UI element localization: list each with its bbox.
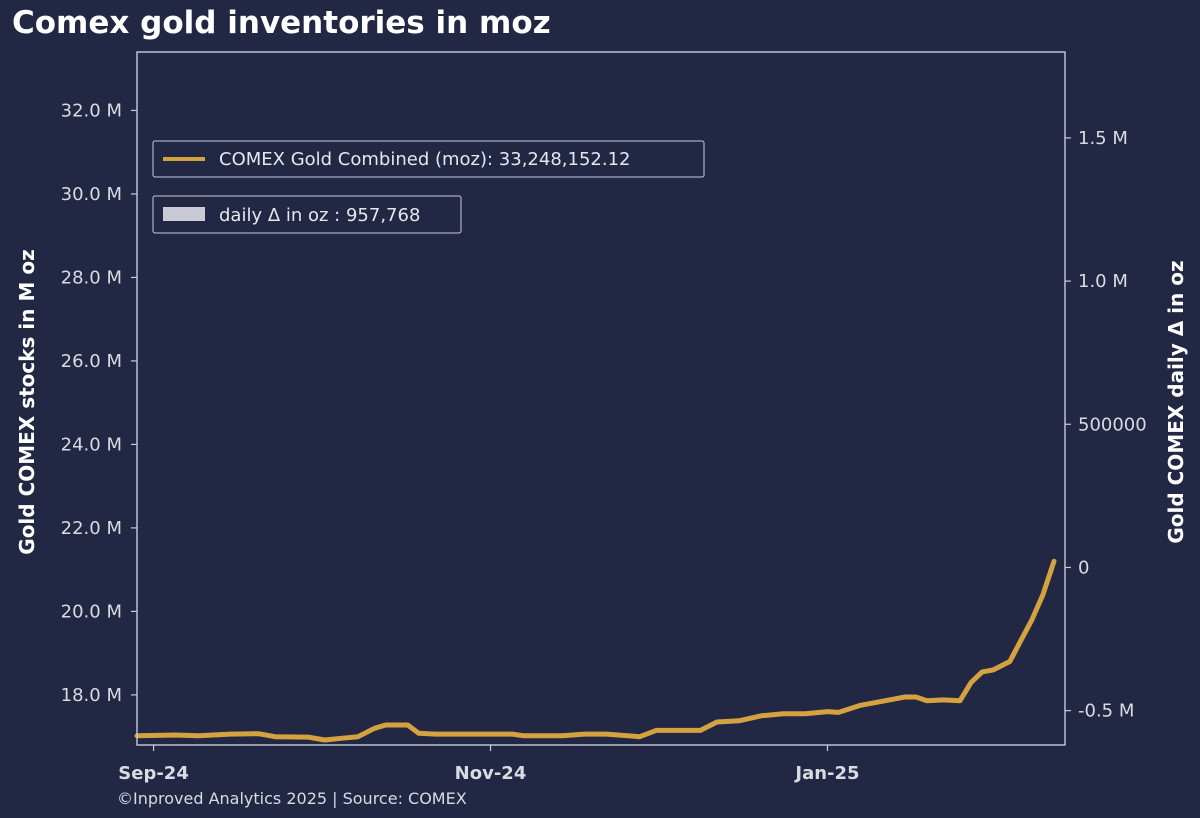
right-y-axis: -0.5 M 0 500000 1.0 M 1.5 M <box>1065 128 1147 722</box>
x-axis: Sep-24 Nov-24 Jan-25 <box>118 745 860 784</box>
legend-bar-box: daily Δ in oz : 957,768 <box>152 195 462 234</box>
right-y-tick-label: 0 <box>1078 557 1089 578</box>
source-footer: ©Inproved Analytics 2025 | Source: COMEX <box>117 789 467 808</box>
x-tick-label: Sep-24 <box>118 763 189 784</box>
right-y-tick-label: 1.5 M <box>1078 128 1128 149</box>
left-y-axis-label: Gold COMEX stocks in M oz <box>15 249 39 554</box>
left-y-tick-label: 20.0 M <box>61 601 122 622</box>
legend-line-label: COMEX Gold Combined (moz): 33,248,152.12 <box>219 149 631 170</box>
legend-line-box: COMEX Gold Combined (moz): 33,248,152.12 <box>152 140 705 178</box>
left-y-tick-label: 18.0 M <box>61 685 122 706</box>
right-y-tick-label: -0.5 M <box>1078 701 1134 722</box>
left-y-tick-label: 28.0 M <box>61 267 122 288</box>
x-tick-label: Nov-24 <box>455 763 527 784</box>
right-y-tick-label: 1.0 M <box>1078 271 1128 292</box>
left-y-tick-label: 26.0 M <box>61 351 122 372</box>
gold-inventory-line <box>134 558 1057 743</box>
left-y-tick-label: 32.0 M <box>61 100 122 121</box>
right-y-axis-label: Gold COMEX daily Δ in oz <box>1164 260 1188 543</box>
x-tick-label: Jan-25 <box>793 763 859 784</box>
left-y-tick-label: 30.0 M <box>61 184 122 205</box>
chart-title: Comex gold inventories in moz <box>12 5 551 41</box>
right-y-tick-label: 500000 <box>1078 414 1147 435</box>
left-y-tick-label: 24.0 M <box>61 434 122 455</box>
left-y-axis: 18.0 M 20.0 M 22.0 M 24.0 M 26.0 M 28.0 M 30.0… <box>61 100 137 706</box>
plot-frame <box>136 51 1066 746</box>
legend-bar-swatch <box>163 207 205 221</box>
left-y-tick-label: 22.0 M <box>61 518 122 539</box>
legend-bar-label: daily Δ in oz : 957,768 <box>219 205 420 226</box>
gold-inventory-line-layer <box>134 558 1057 743</box>
